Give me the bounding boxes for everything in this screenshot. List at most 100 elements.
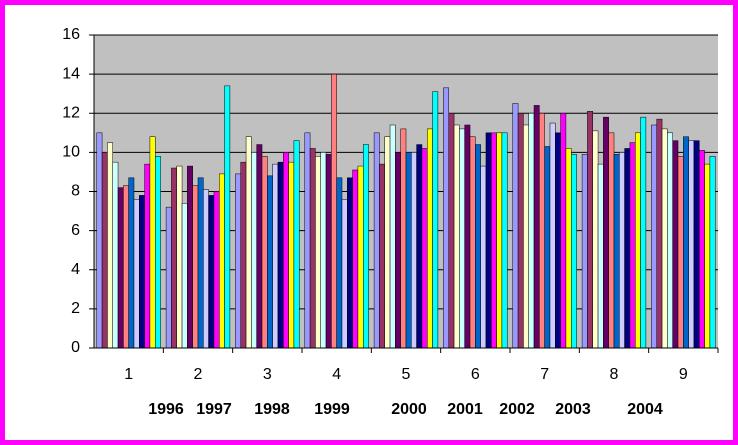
bar [640,116,647,349]
bar [331,73,337,349]
y-tick-label: 2 [71,300,80,317]
bar [699,150,705,349]
year-label: 2000 [391,401,427,418]
bar [235,173,242,349]
bar [154,156,161,349]
bar [405,152,412,349]
bar [592,130,599,349]
x-tick-label: 7 [540,366,549,383]
bar [395,152,401,349]
bar [453,124,460,349]
bar [560,113,567,349]
bar [549,122,556,349]
bar [528,113,535,349]
year-label: 2004 [627,401,663,418]
bar [384,136,391,349]
bar [656,118,663,349]
bar [624,148,631,349]
bar [661,128,668,349]
bar [362,144,369,349]
bar [533,105,540,349]
year-label: 2003 [555,401,591,418]
bar [107,142,113,349]
bar [192,185,199,349]
bar [443,87,450,349]
y-tick-label: 4 [71,261,80,278]
x-tick-label: 9 [679,366,688,383]
x-tick-label: 3 [263,366,272,383]
bar [288,161,295,349]
bar [219,173,225,349]
bar [517,113,524,349]
bar [672,140,679,349]
bar [677,156,684,349]
bar [325,154,332,349]
bar [283,152,289,349]
x-tick-label: 2 [194,366,203,383]
x-tick-label: 4 [332,366,341,383]
year-label: 2001 [447,401,483,418]
bar [144,163,151,349]
bar [149,136,156,349]
bar [613,154,620,349]
bar [501,132,508,349]
bar [304,132,311,349]
bar [651,124,658,349]
x-tick-label: 1 [124,366,133,383]
x-tick-label: 6 [471,366,480,383]
bar [469,136,476,349]
bar [267,175,273,349]
y-tick-label: 6 [71,222,80,239]
bar [341,199,348,349]
y-tick-label: 12 [62,104,80,121]
bar [112,161,119,349]
bar [693,140,700,349]
bar [496,132,503,349]
bar [491,132,497,349]
bar [565,148,572,349]
bar [421,148,428,349]
bar [608,132,615,349]
year-label: 1999 [314,401,350,418]
bar [171,167,177,349]
bar [197,177,204,349]
bar [293,140,300,349]
bar [539,113,545,349]
x-tick-label: 5 [402,366,411,383]
bar [213,191,220,349]
bar [224,85,231,349]
bar [96,132,103,349]
bar [485,132,492,349]
bar [427,128,433,349]
bar [373,132,380,349]
bar [315,156,321,349]
bar [448,113,455,349]
bar [667,132,673,349]
bar [400,128,407,349]
bar [240,161,247,349]
bar [603,116,609,349]
bar [176,165,183,349]
y-tick-label: 16 [62,26,80,43]
bar [347,177,353,349]
bar [256,144,263,349]
year-label: 1997 [196,401,232,418]
bar [709,156,716,349]
bar [619,152,625,349]
bar [336,177,343,349]
y-tick-label: 0 [71,339,80,356]
bar [357,165,364,349]
x-tick-label: 8 [610,366,619,383]
bar [432,91,439,349]
bar [523,124,529,349]
bar [245,136,252,349]
bar [139,195,145,349]
bar [133,199,140,349]
bar [320,152,327,349]
bar [704,163,711,349]
bar [629,142,636,349]
bar [570,154,577,349]
bar [416,144,423,349]
y-tick-label: 14 [62,65,80,82]
